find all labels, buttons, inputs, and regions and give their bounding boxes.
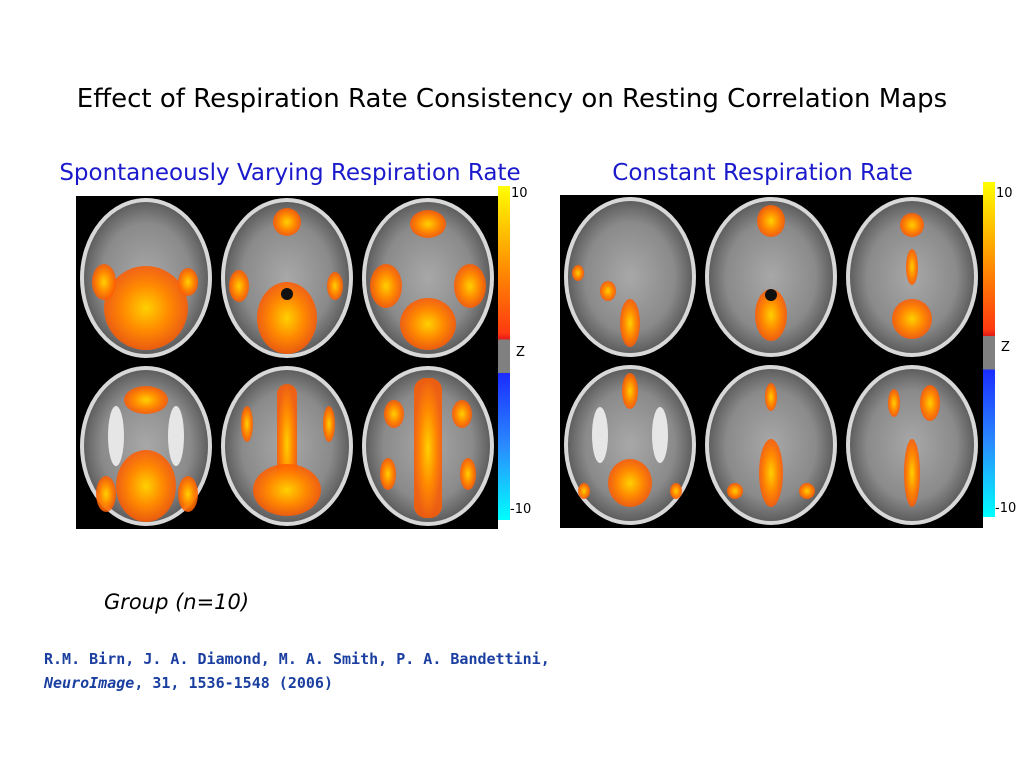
left-colorbar-min: -10 (510, 502, 532, 517)
brain-slice (564, 197, 696, 357)
brain-slice (705, 365, 837, 525)
left-colorbar-z: Z (516, 345, 525, 360)
reference-authors: R.M. Birn, J. A. Diamond, M. A. Smith, P… (44, 650, 550, 668)
left-brain-images (80, 198, 494, 526)
brain-slice (221, 198, 353, 358)
right-colorbar-min: -10 (995, 501, 1017, 516)
left-colorbar (498, 186, 510, 520)
brain-slice (846, 365, 978, 525)
left-brain-panel (76, 196, 498, 529)
reference-citation: NeuroImage, 31, 1536-1548 (2006) (44, 674, 333, 692)
group-label: Group (n=10) (104, 590, 250, 614)
slide-title: Effect of Respiration Rate Consistency o… (76, 84, 948, 114)
brain-slice (564, 365, 696, 525)
brain-slice (846, 197, 978, 357)
right-colorbar-z: Z (1001, 340, 1010, 355)
brain-slice (705, 197, 837, 357)
brain-slice (80, 366, 212, 526)
left-panel-title: Spontaneously Varying Respiration Rate (59, 160, 521, 186)
brain-slice (80, 198, 212, 358)
left-colorbar-max: 10 (511, 186, 528, 201)
right-colorbar (983, 182, 995, 517)
right-panel-title: Constant Respiration Rate (612, 160, 913, 186)
brain-slice (362, 366, 494, 526)
right-brain-panel (560, 195, 983, 528)
reference-journal: NeuroImage (44, 674, 135, 692)
brain-slice (221, 366, 353, 526)
right-colorbar-max: 10 (996, 186, 1013, 201)
brain-slice (362, 198, 494, 358)
right-brain-images (564, 197, 978, 525)
reference-details: , 31, 1536-1548 (2006) (134, 674, 333, 692)
